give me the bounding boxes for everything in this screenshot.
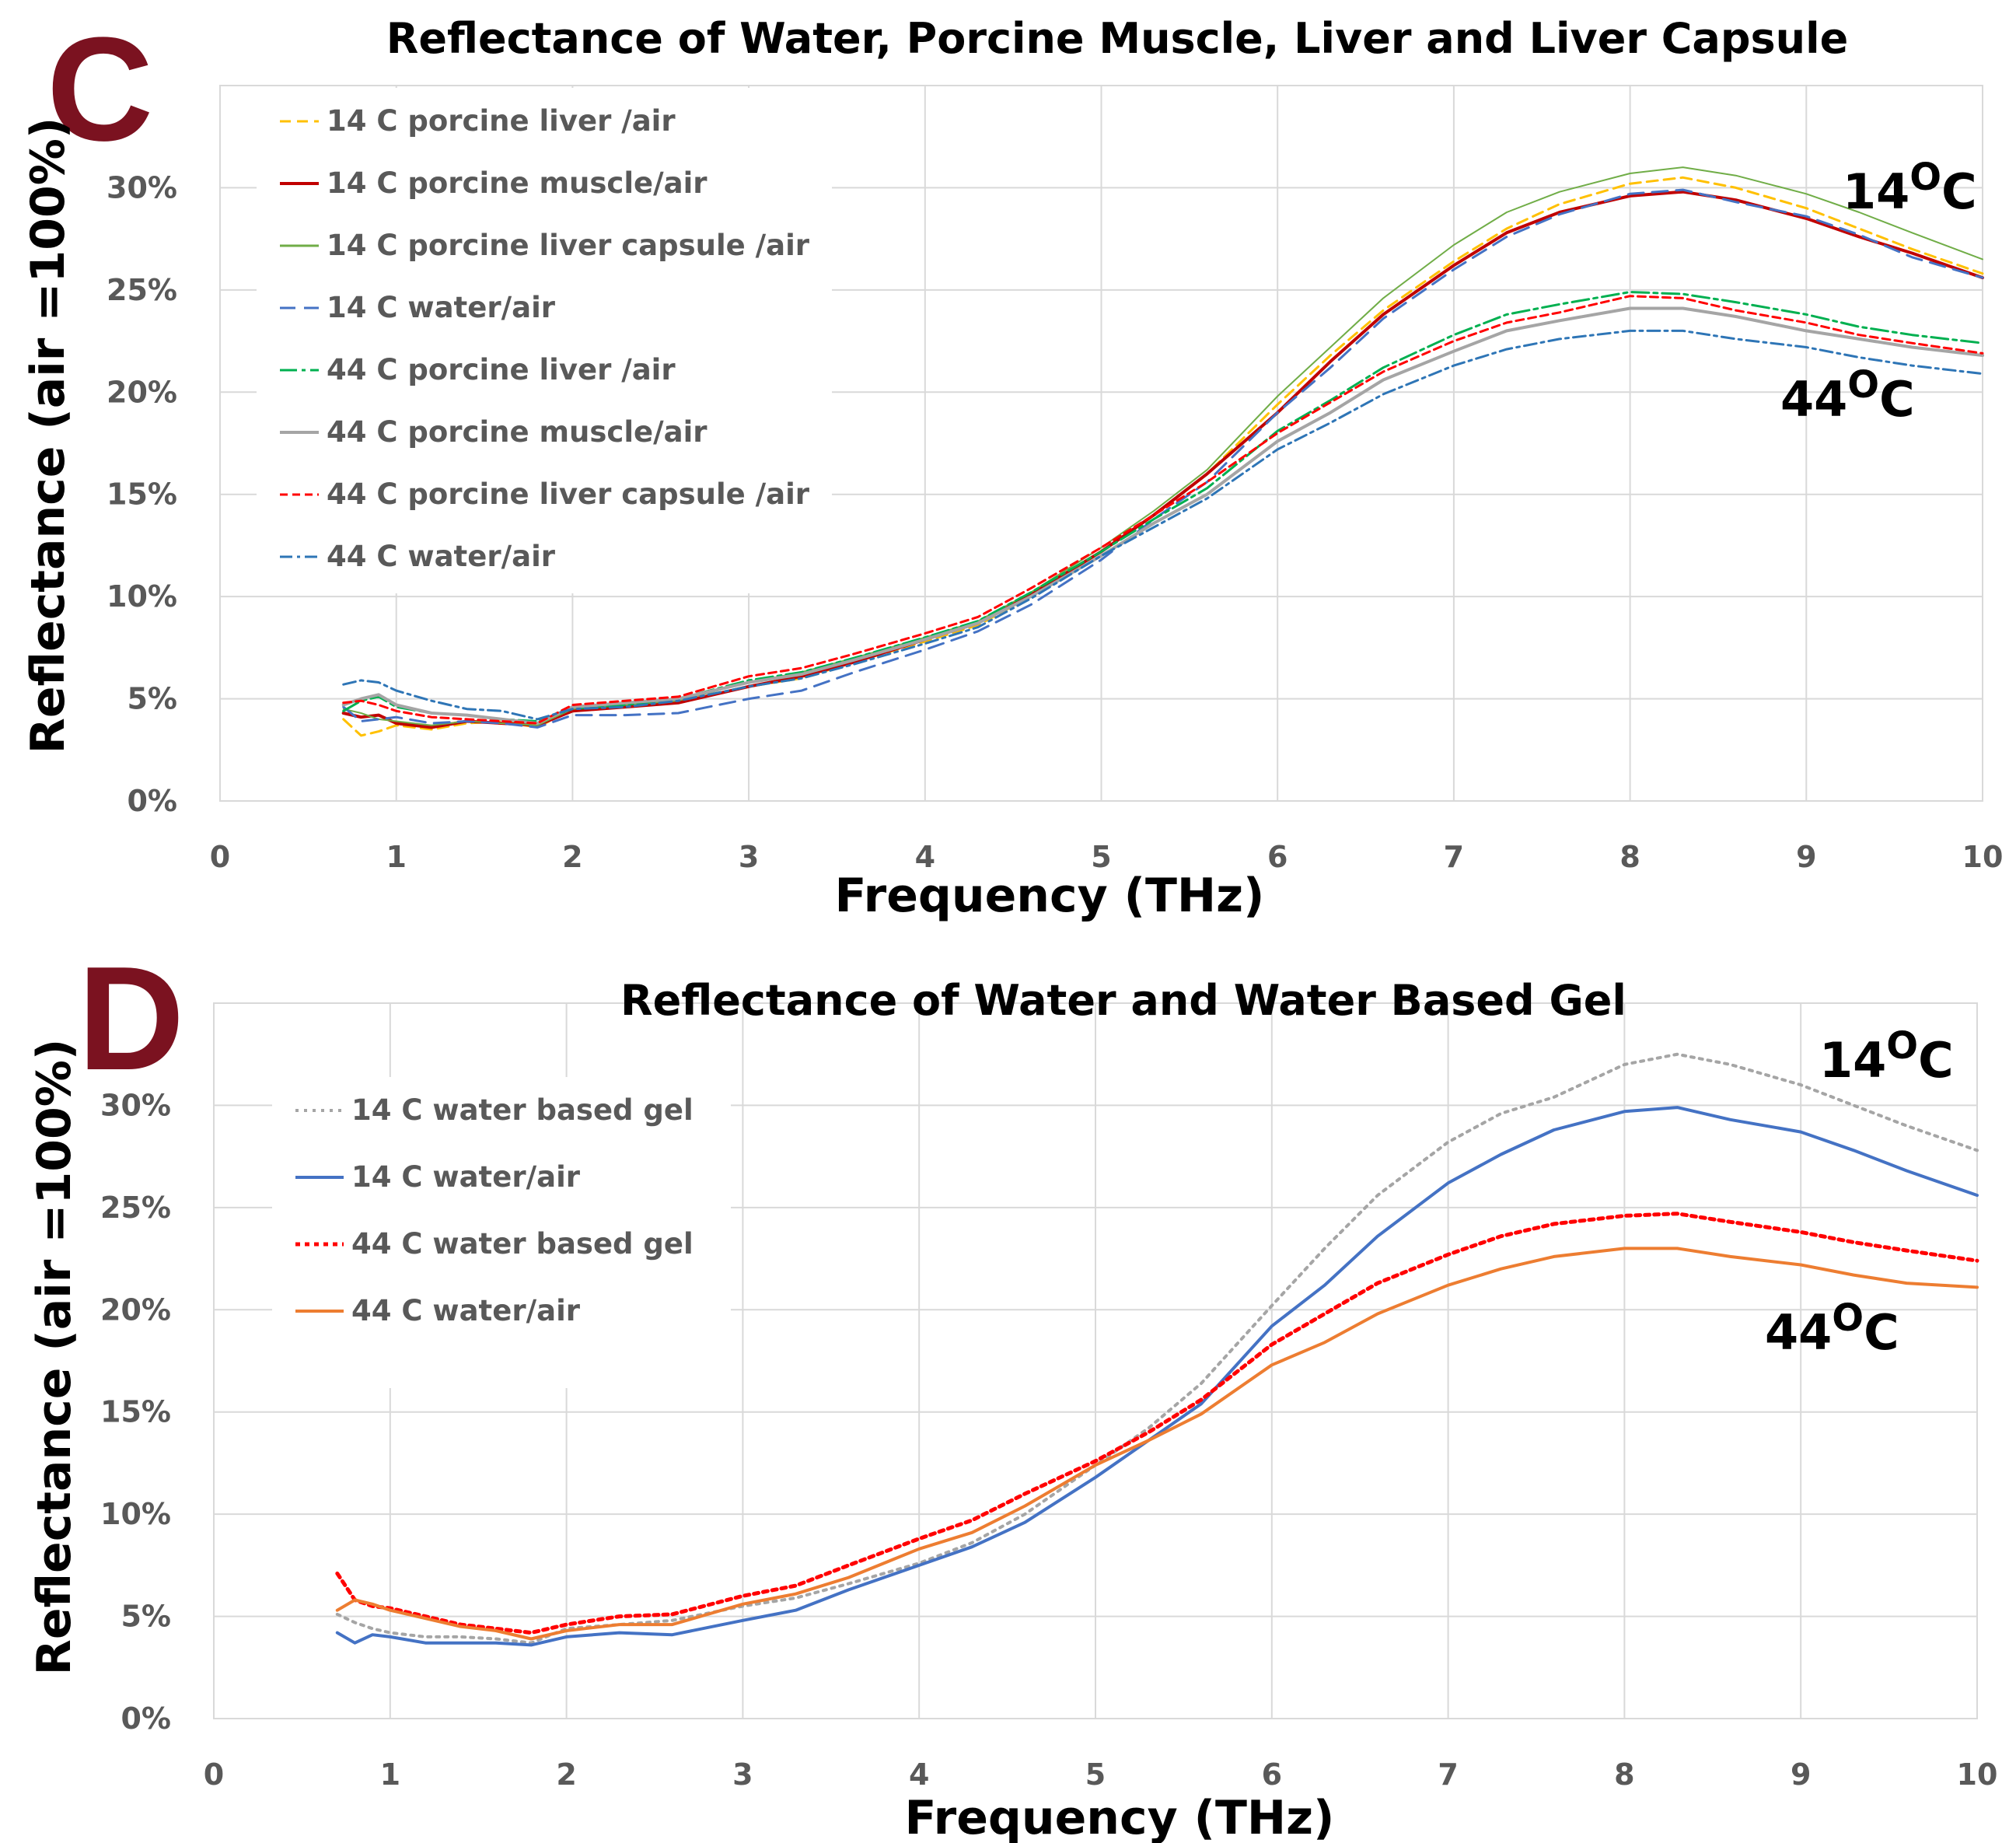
y-tick-label: 0% [127,784,177,818]
legend-label: 44 C porcine muscle/air [327,415,708,449]
x-tick-label: 0 [210,840,230,874]
panel-c-chart: 0% 5% 10% 15% 20% 25% 30% 0 1 2 3 4 5 6 7 8 9 10 14 C porc… [21,7,2003,923]
legend-label: 44 C porcine liver /air [327,353,676,386]
x-tick-label: 9 [1791,1757,1811,1792]
series-line-5 [342,291,1984,722]
series-line-1 [335,1052,1979,1645]
series-line-4 [335,1247,1979,1641]
x-tick-label: 6 [1267,840,1288,874]
panel-label: C [47,7,153,172]
x-tick-label: 8 [1619,840,1640,874]
x-tick-label: 3 [739,840,759,874]
legend-label: 14 C porcine liver capsule /air [327,229,810,262]
hot-temp-unit: C [1879,371,1915,428]
chart-title: Reflectance of Water and Water Based Gel [620,976,1626,1025]
panel-d-chart: 0% 5% 10% 15% 20% 25% 30% 0 1 2 3 4 5 6 7 8 9 10 14 C wate… [27,936,1997,1843]
legend-label: 44 C water/air [351,1294,581,1327]
cold-temp-label: 14OC [1819,1024,1954,1089]
x-tick-label: 4 [909,1757,929,1792]
hot-temp-value: 44 [1780,371,1847,428]
y-tick-label: 5% [127,682,177,716]
legend-label: 44 C porcine liver capsule /air [327,477,810,511]
cold-temp-value: 14 [1819,1032,1886,1089]
y-tick-label: 20% [100,1292,171,1327]
hot-temp-label: 44OC [1780,363,1915,428]
x-tick-label: 1 [386,840,406,874]
cold-temp-unit: C [1918,1032,1954,1089]
legend-label: 14 C water/air [327,291,556,324]
y-tick-label: 10% [100,1497,171,1531]
x-tick-label: 5 [1091,840,1111,874]
legend-label: 14 C porcine muscle/air [327,166,708,200]
x-tick-label: 2 [562,840,582,874]
x-tick-label: 1 [380,1757,400,1792]
y-tick-label: 25% [100,1191,171,1225]
cold-temp-degree: O [1909,156,1941,199]
y-tick-label: 0% [121,1701,171,1736]
cold-temp-degree: O [1886,1024,1918,1068]
x-axis-label: Frequency (THz) [835,869,1265,923]
x-tick-label: 3 [732,1757,753,1792]
legend-box [272,1077,731,1388]
x-tick-label: 4 [915,840,935,874]
hot-temp-label: 44OC [1765,1296,1899,1361]
legend-box [257,88,832,593]
hot-temp-degree: O [1847,363,1879,407]
y-tick-label: 30% [107,170,177,205]
y-tick-label: 20% [107,375,177,409]
x-tick-label: 7 [1438,1757,1458,1792]
y-tick-label: 15% [100,1395,171,1429]
series-line-4 [342,188,1984,729]
legend-label: 44 C water based gel [351,1227,694,1261]
hot-temp-unit: C [1864,1304,1899,1361]
y-axis-label: Reflectance (air =100%) [21,117,75,754]
legend-label: 44 C water/air [327,540,556,573]
legend-label: 14 C porcine liver /air [327,104,676,138]
chart-title: Reflectance of Water, Porcine Muscle, Li… [386,14,1849,63]
x-tick-label: 0 [204,1757,224,1792]
legend-label: 14 C water based gel [351,1093,694,1127]
x-tick-label: 10 [1962,840,2004,874]
panel-label: D [78,936,184,1101]
cold-temp-unit: C [1941,163,1977,220]
series-line-7 [342,295,1984,725]
hot-temp-value: 44 [1765,1304,1832,1361]
x-tick-label: 9 [1796,840,1816,874]
series-line-2 [335,1106,1979,1647]
y-tick-label: 5% [121,1600,171,1634]
series-line-8 [342,329,1984,721]
cold-temp-value: 14 [1843,163,1909,220]
x-tick-label: 8 [1614,1757,1634,1792]
x-tick-label: 6 [1262,1757,1282,1792]
hot-temp-degree: O [1832,1296,1864,1340]
x-tick-label: 2 [556,1757,576,1792]
y-tick-label: 10% [107,579,177,614]
y-axis-label: Reflectance (air =100%) [27,1039,82,1676]
x-tick-label: 5 [1085,1757,1106,1792]
y-tick-label: 15% [107,477,177,512]
x-tick-label: 7 [1444,840,1464,874]
series-line-3 [335,1212,1979,1635]
x-tick-label: 10 [1957,1757,1998,1792]
series-line-6 [341,306,1984,726]
cold-temp-label: 14OC [1843,156,1977,220]
y-tick-label: 30% [100,1088,171,1122]
y-tick-label: 25% [107,273,177,307]
legend-label: 14 C water/air [351,1160,581,1194]
x-axis-label: Frequency (THz) [905,1791,1335,1843]
